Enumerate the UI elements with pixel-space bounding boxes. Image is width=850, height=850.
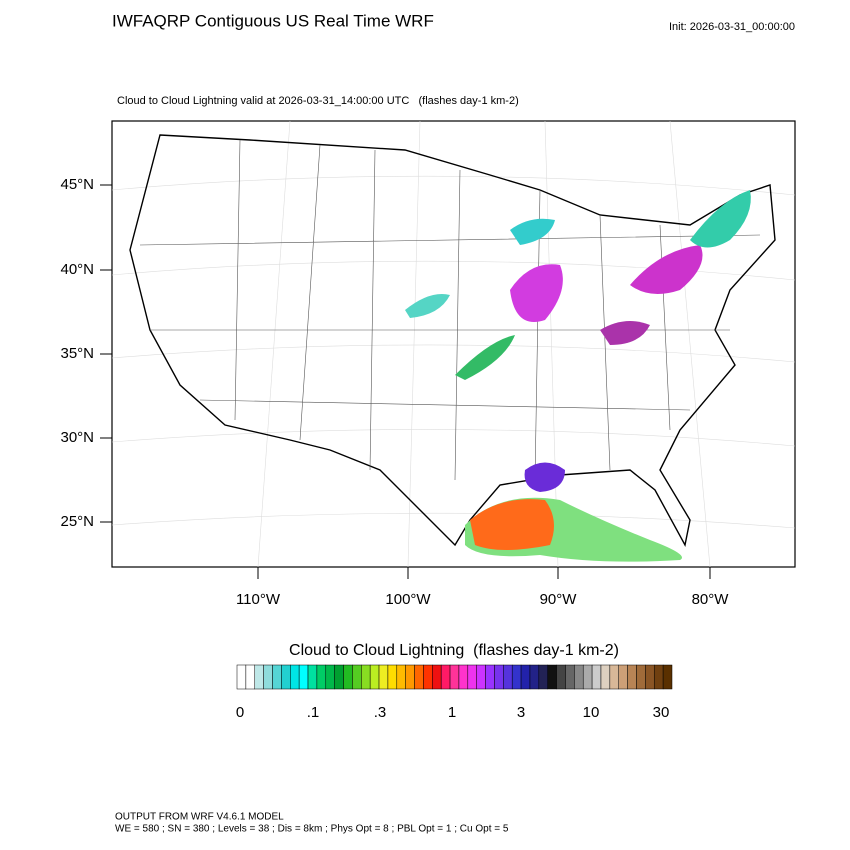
colorbar-title: Cloud to Cloud Lightning (flashes day-1 … (289, 642, 619, 659)
state-line (139, 139, 761, 481)
graticule-line (544, 120, 559, 568)
colorbar-box (316, 664, 327, 690)
footer-line: OUTPUT FROM WRF V4.6.1 MODEL (115, 812, 284, 823)
colorbar-box (298, 664, 309, 690)
colorbar-label: 1 (448, 704, 456, 721)
colorbar-box (369, 664, 380, 690)
colorbar-box (582, 664, 593, 690)
field-area (405, 294, 450, 318)
field-area (690, 190, 751, 248)
colorbar-box (432, 664, 442, 690)
colorbar-box (662, 664, 673, 690)
colorbar-box (245, 664, 256, 690)
colorbar-box (414, 664, 424, 690)
colorbar-box (485, 664, 495, 690)
colorbar-box (645, 664, 655, 690)
colorbar-box (449, 664, 460, 690)
colorbar-box (423, 664, 433, 690)
graticule-line (111, 512, 796, 529)
colorbar-box (396, 664, 406, 690)
lat-label: 30°N (60, 429, 94, 446)
graticule-line (257, 120, 291, 568)
colorbar-box (503, 664, 513, 690)
field-area (630, 245, 703, 294)
lat-label: 35°N (60, 345, 94, 362)
lon-label: 80°W (692, 591, 730, 608)
colorbar-box (467, 664, 477, 690)
colorbar-label: 30 (653, 704, 670, 721)
colorbar-box (290, 664, 300, 690)
graticule-line (669, 120, 711, 568)
colorbar-box (352, 664, 362, 690)
colorbar-box (547, 664, 557, 690)
us-outline (129, 134, 776, 548)
lat-label: 25°N (60, 513, 94, 530)
colorbar-box (263, 664, 273, 690)
field-area (510, 264, 563, 322)
colorbar-box (272, 664, 282, 690)
graticule (111, 120, 796, 568)
colorbar-box (591, 664, 602, 690)
state-lines (139, 139, 761, 481)
colorbar-box (254, 664, 264, 690)
colorbar-box (618, 664, 628, 690)
graticule-line (111, 344, 796, 363)
field-area (524, 462, 565, 492)
colorbar-label: 10 (583, 704, 600, 721)
colorbar-box (334, 664, 344, 690)
title: IWFAQRP Contiguous US Real Time WRF (112, 11, 434, 30)
map-frame (111, 120, 796, 568)
lat-ticks: 45°N 40°N 35°N 30°N 25°N (60, 176, 112, 530)
init-time: Init: 2026-03-31_00:00:00 (669, 21, 795, 33)
colorbar-box (325, 664, 335, 690)
colorbar-label: .1 (307, 704, 320, 721)
colorbar-box (609, 664, 619, 690)
colorbar-box (574, 664, 584, 690)
lon-ticks: 110°W 100°W 90°W 80°W (236, 567, 729, 608)
colorbar-box (378, 664, 389, 690)
colorbar-box (494, 664, 504, 690)
field-area (470, 499, 554, 550)
colorbar-label: 3 (517, 704, 525, 721)
graticule-line (111, 429, 796, 447)
colorbar-box (343, 664, 353, 690)
colorbar-box (307, 664, 318, 690)
colorbar-box (281, 664, 291, 690)
colorbar-label: .3 (374, 704, 387, 721)
colorbar-box (405, 664, 415, 690)
lat-label: 40°N (60, 261, 94, 278)
colorbar-box (511, 664, 522, 690)
lightning-field (405, 190, 751, 562)
colorbar-box (361, 664, 371, 690)
lat-label: 45°N (60, 176, 94, 193)
subtitle: Cloud to Cloud Lightning valid at 2026-0… (117, 95, 519, 107)
colorbar-box (440, 664, 451, 690)
footer-line: WE = 580 ; SN = 380 ; Levels = 38 ; Dis … (115, 824, 509, 835)
graticule-line (407, 120, 421, 568)
map: 45°N 40°N 35°N 30°N 25°N 110°W 100°W 90°W 80°W (60, 120, 796, 608)
field-area (510, 218, 555, 245)
colorbar-label: 0 (236, 704, 244, 721)
colorbar-box (636, 664, 646, 690)
colorbar-box (520, 664, 531, 690)
field-area (455, 335, 515, 380)
colorbar-box (556, 664, 566, 690)
lon-label: 110°W (236, 591, 281, 608)
colorbar-box (627, 664, 637, 690)
graticule-line (111, 175, 796, 196)
colorbar-box (529, 664, 540, 690)
colorbar-box (653, 664, 664, 690)
field-area (600, 321, 650, 345)
colorbar-box (565, 664, 575, 690)
colorbar-box (458, 664, 469, 690)
colorbar: 0 .1 .3 1 3 10 30 (236, 664, 673, 721)
colorbar-box (600, 664, 611, 690)
lon-label: 90°W (540, 591, 578, 608)
colorbar-box (538, 664, 548, 690)
lon-label: 100°W (385, 591, 431, 608)
colorbar-box (236, 664, 247, 690)
colorbar-box (387, 664, 398, 690)
colorbar-box (476, 664, 486, 690)
